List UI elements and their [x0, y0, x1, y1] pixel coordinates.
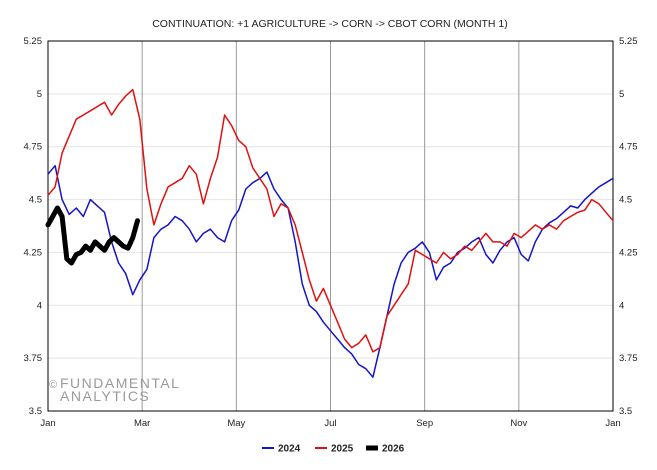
x-tick-label: Jul: [324, 418, 336, 429]
series-lines: [45, 88, 614, 378]
y-tick-label-left: 3.75: [24, 353, 43, 364]
legend: 2024 2025 2026: [262, 444, 405, 455]
y-axis-left: 3.5 3.75 4 4.25 4.5 4.75 5 5.25: [24, 36, 43, 417]
x-axis: Jan Mar May Jul Sep Nov Jan: [40, 418, 620, 429]
y-tick-label-left: 4.25: [24, 247, 43, 258]
legend-label-2026: 2026: [382, 444, 405, 455]
y-tick-label-right: 4.25: [619, 247, 638, 258]
y-axis-right: 3.5 3.75 4 4.25 4.5 4.75 5 5.25: [619, 36, 638, 417]
y-tick-label-left: 5.25: [24, 36, 43, 47]
y-tick-label-left: 3.5: [29, 406, 42, 417]
y-tick-label-left: 4.75: [24, 142, 43, 153]
y-tick-label-right: 3.75: [619, 353, 638, 364]
x-tick-label: Jan: [605, 418, 620, 429]
series-line-2024: [47, 164, 614, 378]
legend-label-2024: 2024: [278, 444, 301, 455]
watermark-copyright: ©: [49, 379, 57, 391]
y-tick-label-left: 4: [37, 300, 42, 311]
y-tick-label-right: 3.5: [619, 406, 632, 417]
x-tick-label: Mar: [134, 418, 150, 429]
watermark: © FUNDAMENTAL ANALYTICS: [49, 375, 180, 404]
y-tick-label-right: 5.25: [619, 36, 638, 47]
x-tick-label: May: [227, 418, 245, 429]
watermark-line1: FUNDAMENTAL: [60, 375, 180, 391]
y-tick-label-right: 4.5: [619, 195, 632, 206]
legend-label-2025: 2025: [331, 444, 354, 455]
series-line-2025: [47, 88, 614, 353]
y-tick-label-right: 5: [619, 89, 624, 100]
y-tick-label-left: 4.5: [29, 195, 42, 206]
y-tick-label-right: 4.75: [619, 142, 638, 153]
y-tick-label-left: 5: [37, 89, 42, 100]
watermark-line2: ANALYTICS: [60, 388, 150, 404]
y-tick-label-right: 4: [619, 300, 624, 311]
series-line-2026: [45, 205, 140, 266]
x-tick-label: Sep: [416, 418, 433, 429]
x-tick-label: Jan: [40, 418, 55, 429]
chart-title: CONTINUATION: +1 AGRICULTURE -> CORN -> …: [152, 18, 508, 30]
x-tick-label: Nov: [510, 418, 527, 429]
